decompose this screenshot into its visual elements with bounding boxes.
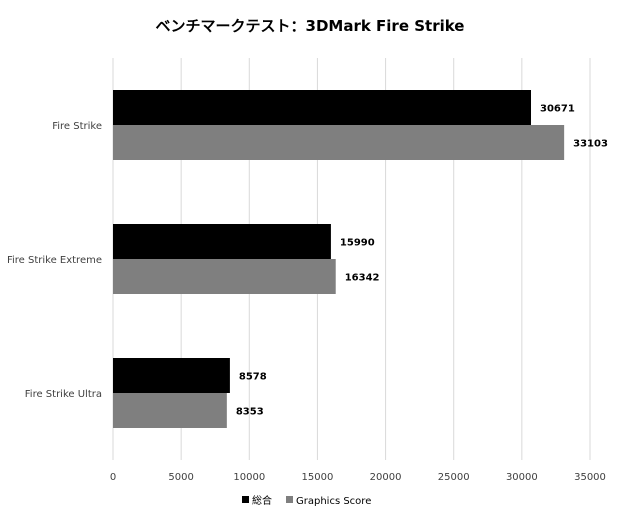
legend: 総合 Graphics Score xyxy=(242,494,371,507)
bar xyxy=(113,393,227,428)
legend-swatch xyxy=(242,496,249,503)
bar xyxy=(113,224,331,259)
x-axis-ticks: 0 5000 10000 15000 20000 25000 30000 35000 xyxy=(110,472,606,483)
category-label: Fire Strike Extreme xyxy=(7,255,102,266)
x-tick-label: 20000 xyxy=(370,472,402,483)
x-tick-label: 25000 xyxy=(438,472,470,483)
data-label: 30671 xyxy=(540,104,575,115)
legend-swatch xyxy=(286,496,293,503)
bars xyxy=(113,90,565,428)
x-tick-label: 35000 xyxy=(574,472,606,483)
category-labels: Fire Strike Fire Strike Extreme Fire Strik… xyxy=(7,121,102,400)
x-tick-label: 5000 xyxy=(168,472,193,483)
data-label: 15990 xyxy=(340,238,375,249)
category-label: Fire Strike Ultra xyxy=(25,389,102,400)
data-label: 16342 xyxy=(345,273,380,284)
x-tick-label: 15000 xyxy=(302,472,334,483)
bar xyxy=(113,125,565,160)
legend-label: 総合 xyxy=(252,494,272,507)
bar xyxy=(113,259,336,294)
x-tick-label: 0 xyxy=(110,472,116,483)
data-label: 8353 xyxy=(236,407,264,418)
data-label: 8578 xyxy=(239,372,267,383)
bar xyxy=(113,358,230,393)
x-tick-label: 10000 xyxy=(233,472,265,483)
chart-title: ベンチマークテスト：3DMark Fire Strike xyxy=(156,17,465,35)
data-labels: 30671 33103 15990 16342 8578 8353 xyxy=(236,104,608,418)
category-label: Fire Strike xyxy=(52,121,102,132)
legend-label: Graphics Score xyxy=(296,496,371,507)
bar xyxy=(113,90,532,125)
x-tick-label: 30000 xyxy=(506,472,538,483)
data-label: 33103 xyxy=(573,139,608,150)
